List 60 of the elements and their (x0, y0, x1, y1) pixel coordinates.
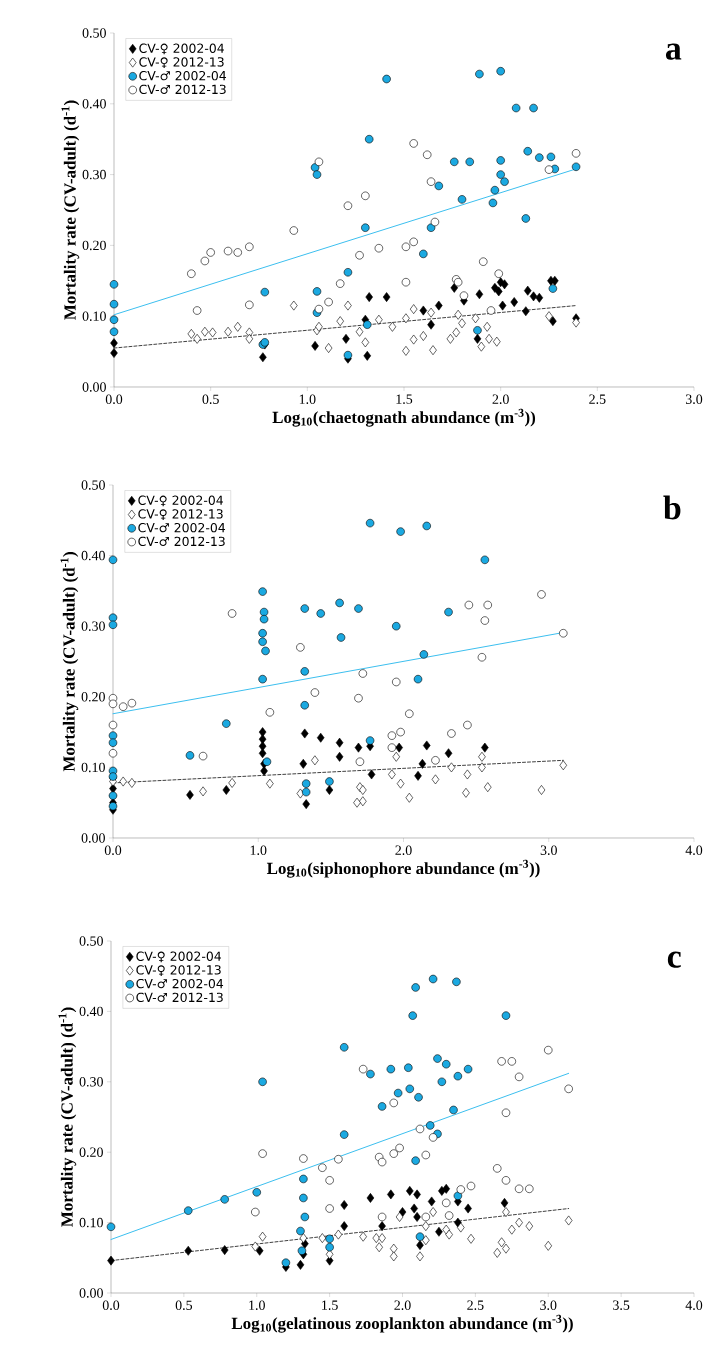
legend-label: CV-♂ 2012-13 (138, 536, 225, 547)
y-tick-label: 0.20 (82, 240, 106, 251)
x-tick-label: 1.5 (322, 1300, 338, 1310)
x-axis-title: Log$_{10}$(gelatinous zooplankton abundance (m$^{-3}$)) (231, 1314, 573, 1333)
legend-label: CV-♀ 2012-13 (139, 57, 224, 69)
legend-label: CV-♂ 2012-13 (136, 992, 223, 1003)
x-tick-label: 0.0 (102, 1300, 120, 1310)
x-tick-label: 4.0 (685, 1300, 703, 1310)
x-axis-title: Log$_{10}$(chaetognath abundance (m$^{-3}$)) (272, 408, 536, 427)
y-tick-label: 0.30 (81, 621, 105, 631)
legend-label: CV-♂ 2002-04 (136, 978, 224, 989)
legend-label: CV-♀ 2012-13 (136, 965, 221, 976)
y-tick-label: 0.20 (81, 692, 105, 702)
y-tick-label: 0.50 (79, 936, 103, 946)
y-tick-label: 0.40 (79, 1006, 103, 1017)
x-tick-label: 3.0 (685, 394, 703, 404)
y-axis-title: Mortality rate (CV-adult) (d$^{-1}$) (60, 552, 79, 772)
annotation: a (665, 43, 682, 60)
legend-label: CV-♂ 2002-04 (139, 70, 226, 81)
x-tick-label: 0.5 (175, 1300, 193, 1310)
y-tick-label: 0.40 (82, 99, 106, 109)
x-tick-label: 0.0 (105, 394, 123, 404)
y-tick-label: 0.10 (81, 762, 105, 773)
y-axis-title: Mortality rate (CV-adult) (d$^{-1}$) (58, 1007, 77, 1227)
y-tick-label: 0.30 (82, 169, 106, 180)
x-tick-label: 2.5 (589, 394, 606, 404)
y-tick-label: 0.10 (79, 1217, 103, 1228)
y-tick-label: 0.00 (82, 382, 106, 392)
y-tick-label: 0.50 (82, 28, 106, 38)
x-tick-label: 0.5 (202, 394, 219, 404)
x-tick-label: 2.0 (394, 1300, 411, 1310)
annotation: b (663, 495, 681, 520)
legend-label: CV-♀ 2002-04 (139, 43, 224, 55)
x-tick-label: 3.0 (540, 845, 557, 855)
y-tick-label: 0.30 (79, 1077, 103, 1087)
legend-label: CV-♂ 2002-04 (138, 522, 226, 533)
x-tick-label: 2.5 (467, 1300, 484, 1310)
y-tick-label: 0.10 (82, 311, 106, 321)
legend-label: CV-♀ 2002-04 (138, 495, 223, 507)
x-tick-label: 2.0 (492, 394, 509, 404)
x-tick-label: 1.0 (249, 1300, 265, 1310)
y-tick-label: 0.00 (81, 833, 105, 843)
y-axis-title: Mortality rate (CV-adult) (d$^{-1}$) (61, 100, 80, 320)
x-tick-label: 4.0 (685, 845, 703, 855)
x-tick-label: 1.5 (396, 394, 413, 404)
y-tick-label: 0.00 (79, 1288, 103, 1298)
x-tick-label: 0.0 (104, 845, 122, 855)
y-tick-label: 0.50 (81, 480, 105, 490)
x-tick-label: 1.0 (299, 394, 316, 404)
legend-label: CV-♀ 2002-04 (136, 951, 222, 963)
x-tick-label: 3.5 (613, 1300, 630, 1310)
y-tick-label: 0.20 (79, 1147, 103, 1157)
x-tick-label: 2.0 (395, 845, 412, 855)
y-tick-label: 0.40 (81, 550, 105, 561)
legend-label: CV-♂ 2012-13 (139, 84, 226, 95)
x-axis-title: Log$_{10}$(siphonophore abundance (m$^{-3}$)) (266, 859, 540, 878)
annotation: c (667, 951, 681, 968)
x-tick-label: 1.0 (250, 845, 267, 855)
x-tick-label: 3.0 (540, 1300, 557, 1310)
legend-label: CV-♀ 2012-13 (138, 509, 223, 521)
